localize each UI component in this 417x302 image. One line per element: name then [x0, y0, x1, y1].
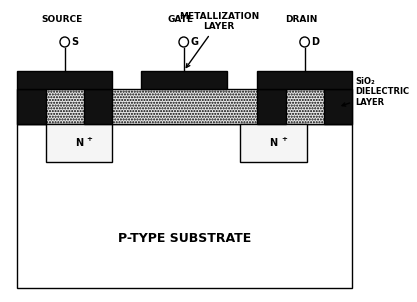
- Bar: [46, 124, 112, 162]
- Bar: [257, 71, 352, 89]
- Text: DRAIN: DRAIN: [286, 15, 318, 24]
- Bar: [17, 89, 352, 124]
- Text: +: +: [87, 136, 93, 142]
- Bar: [84, 89, 112, 124]
- Bar: [257, 89, 286, 124]
- Bar: [17, 71, 112, 89]
- Circle shape: [60, 37, 70, 47]
- Text: METALLIZATION
LAYER: METALLIZATION LAYER: [179, 12, 259, 67]
- Text: P-TYPE SUBSTRATE: P-TYPE SUBSTRATE: [118, 232, 251, 245]
- Bar: [141, 71, 226, 89]
- Text: SiO₂
DIELECTRIC
LAYER: SiO₂ DIELECTRIC LAYER: [342, 77, 409, 107]
- Bar: [240, 124, 306, 162]
- Text: G: G: [191, 37, 198, 47]
- Circle shape: [179, 37, 188, 47]
- Text: D: D: [311, 37, 319, 47]
- Bar: [17, 89, 46, 124]
- Text: N: N: [269, 138, 277, 148]
- Text: SOURCE: SOURCE: [41, 15, 83, 24]
- Circle shape: [300, 37, 309, 47]
- Text: N: N: [75, 138, 83, 148]
- Text: S: S: [71, 37, 78, 47]
- Bar: [324, 89, 352, 124]
- Bar: [17, 124, 352, 288]
- Text: +: +: [281, 136, 287, 142]
- Text: GATE: GATE: [168, 15, 194, 24]
